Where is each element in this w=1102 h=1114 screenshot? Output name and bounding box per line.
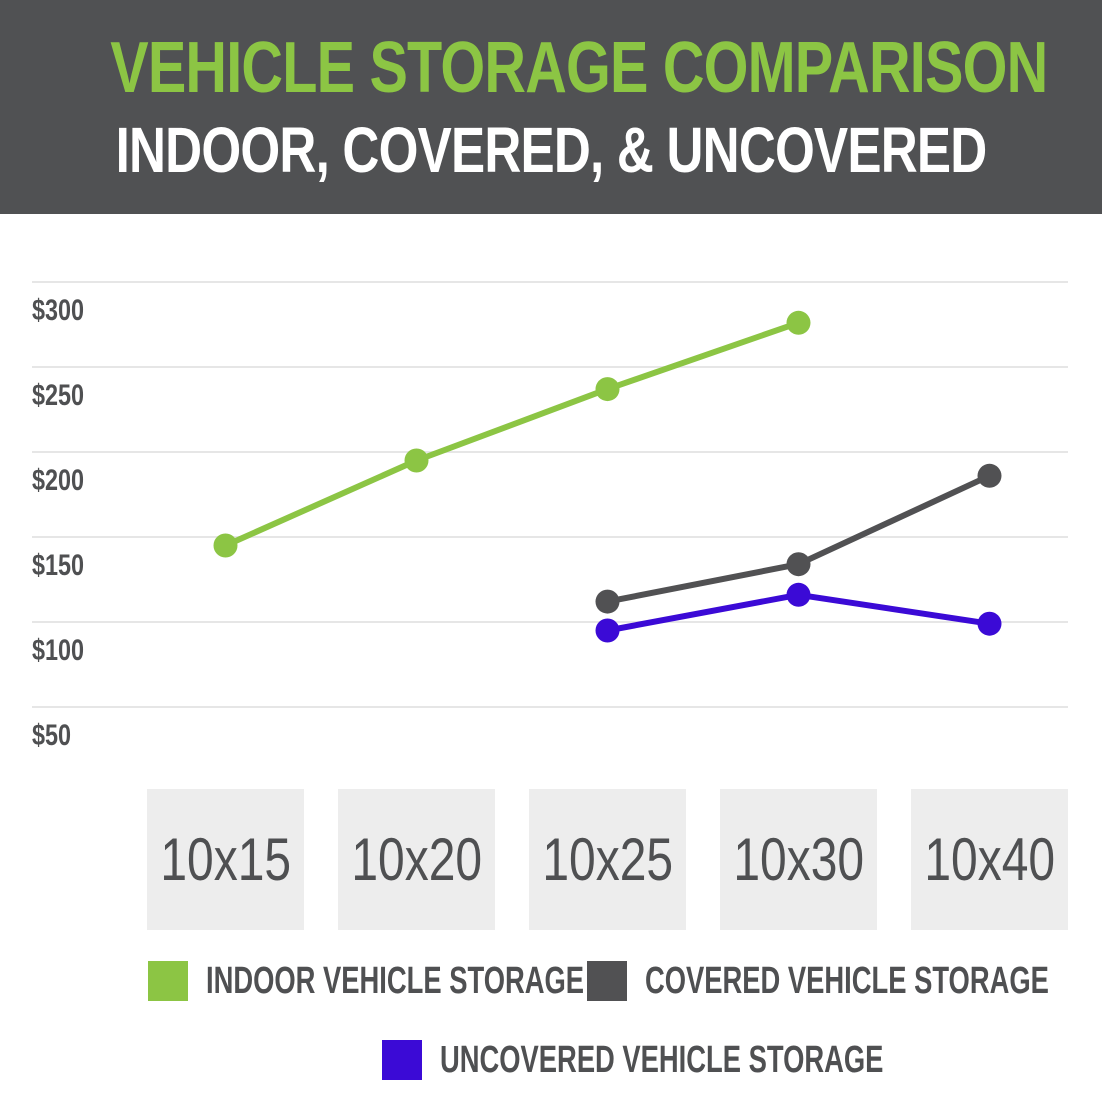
x-tick-label: 10x30 xyxy=(733,825,864,893)
y-tick-label: $250 xyxy=(32,379,85,412)
chart-subtitle: INDOOR, COVERED, & UNCOVERED xyxy=(115,114,988,186)
legend-item-indoor: INDOOR VEHICLE STORAGE xyxy=(148,961,731,1001)
data-point-1-2 xyxy=(977,463,1002,488)
legend-item-uncovered: UNCOVERED VEHICLE STORAGE xyxy=(382,1040,1056,1080)
legend-swatch-covered xyxy=(587,961,627,1001)
category-box-10x25: 10x25 xyxy=(529,789,686,930)
data-point-0-0 xyxy=(213,533,238,558)
legend-label-covered: COVERED VEHICLE STORAGE xyxy=(645,960,1049,1002)
x-tick-label: 10x25 xyxy=(542,825,673,893)
legend-swatch-uncovered xyxy=(382,1040,422,1080)
y-tick-label: $300 xyxy=(32,294,85,327)
data-point-2-2 xyxy=(977,611,1002,636)
data-point-1-0 xyxy=(595,589,620,614)
x-tick-label: 10x40 xyxy=(924,825,1055,893)
y-tick-label: $100 xyxy=(32,634,85,667)
category-box-10x40: 10x40 xyxy=(911,789,1068,930)
y-tick-label: $50 xyxy=(32,719,72,752)
y-tick-label: $200 xyxy=(32,464,85,497)
x-tick-label: 10x15 xyxy=(160,825,291,893)
legend-swatch-indoor xyxy=(148,961,188,1001)
data-point-2-0 xyxy=(595,618,620,643)
data-point-1-1 xyxy=(786,552,811,577)
chart-title: VEHICLE STORAGE COMPARISON xyxy=(110,28,1048,108)
series-line-1 xyxy=(606,473,991,605)
category-box-10x20: 10x20 xyxy=(338,789,495,930)
category-box-10x15: 10x15 xyxy=(147,789,304,930)
category-box-10x30: 10x30 xyxy=(720,789,877,930)
x-tick-label: 10x20 xyxy=(351,825,482,893)
series-line-0 xyxy=(224,319,800,549)
legend-label-indoor: INDOOR VEHICLE STORAGE xyxy=(206,960,585,1002)
data-point-2-1 xyxy=(786,582,811,607)
data-point-0-1 xyxy=(404,448,429,473)
legend-item-covered: COVERED VEHICLE STORAGE xyxy=(587,961,1102,1001)
header-banner xyxy=(0,0,1102,214)
y-tick-label: $150 xyxy=(32,549,85,582)
data-point-0-3 xyxy=(786,310,811,335)
data-point-0-2 xyxy=(595,377,620,402)
legend-label-uncovered: UNCOVERED VEHICLE STORAGE xyxy=(440,1039,884,1081)
